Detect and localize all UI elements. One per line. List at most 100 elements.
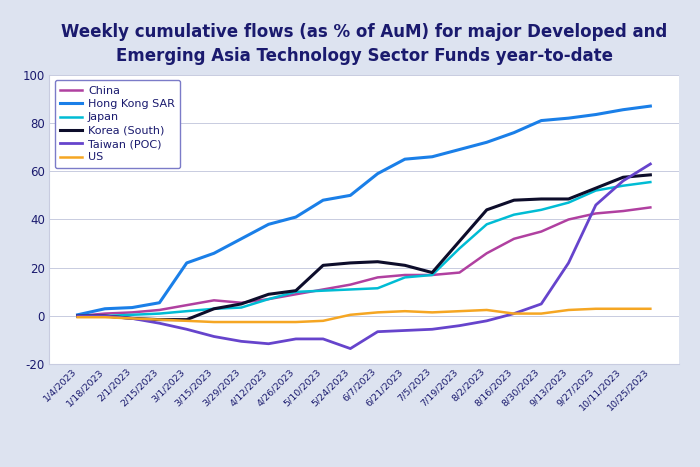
Taiwan (POC) [428, 326, 436, 332]
Hong Kong SAR [373, 171, 382, 177]
China [646, 205, 654, 210]
Taiwan (POC) [400, 328, 409, 333]
US [346, 312, 355, 318]
Korea (South) [74, 313, 82, 319]
Taiwan (POC) [510, 311, 518, 317]
Korea (South) [428, 270, 436, 276]
Hong Kong SAR [564, 115, 573, 121]
US [564, 307, 573, 313]
Japan [646, 179, 654, 185]
Taiwan (POC) [319, 336, 328, 342]
US [619, 306, 627, 311]
Hong Kong SAR [537, 118, 545, 123]
Hong Kong SAR [346, 192, 355, 198]
Japan [74, 313, 82, 319]
Hong Kong SAR [128, 305, 136, 311]
US [155, 317, 164, 322]
Korea (South) [646, 172, 654, 177]
Korea (South) [592, 185, 600, 191]
Japan [592, 188, 600, 193]
US [128, 316, 136, 321]
Hong Kong SAR [155, 300, 164, 305]
China [455, 270, 463, 276]
China [74, 313, 82, 319]
Japan [155, 311, 164, 317]
US [373, 310, 382, 315]
Japan [455, 246, 463, 251]
Japan [482, 221, 491, 227]
Korea (South) [482, 207, 491, 212]
US [510, 311, 518, 317]
Taiwan (POC) [592, 202, 600, 208]
Hong Kong SAR [74, 312, 82, 318]
Korea (South) [292, 288, 300, 293]
China [346, 282, 355, 288]
China [155, 307, 164, 313]
Korea (South) [537, 196, 545, 202]
Title: Weekly cumulative flows (as % of AuM) for major Developed and
Emerging Asia Tech: Weekly cumulative flows (as % of AuM) fo… [61, 23, 667, 65]
Japan [210, 306, 218, 311]
China [292, 291, 300, 297]
Line: China: China [78, 207, 650, 316]
Korea (South) [319, 262, 328, 268]
China [400, 272, 409, 278]
Line: US: US [78, 309, 650, 322]
US [537, 311, 545, 317]
Korea (South) [210, 306, 218, 311]
Line: Korea (South): Korea (South) [78, 175, 650, 319]
Hong Kong SAR [428, 154, 436, 160]
US [183, 318, 191, 324]
China [564, 217, 573, 222]
Japan [537, 207, 545, 212]
Hong Kong SAR [237, 236, 246, 241]
Korea (South) [619, 175, 627, 180]
Korea (South) [510, 198, 518, 203]
Line: Hong Kong SAR: Hong Kong SAR [78, 106, 650, 315]
US [265, 319, 273, 325]
US [210, 319, 218, 325]
Taiwan (POC) [373, 329, 382, 334]
China [482, 250, 491, 256]
Legend: China, Hong Kong SAR, Japan, Korea (South), Taiwan (POC), US: China, Hong Kong SAR, Japan, Korea (Sout… [55, 80, 181, 168]
US [74, 314, 82, 320]
Hong Kong SAR [482, 140, 491, 145]
US [592, 306, 600, 311]
China [101, 311, 109, 317]
China [592, 211, 600, 216]
Taiwan (POC) [237, 339, 246, 344]
Taiwan (POC) [346, 346, 355, 351]
Hong Kong SAR [183, 260, 191, 266]
US [482, 307, 491, 313]
Japan [564, 200, 573, 205]
Taiwan (POC) [455, 323, 463, 328]
Taiwan (POC) [619, 178, 627, 184]
Taiwan (POC) [183, 326, 191, 332]
Japan [428, 272, 436, 278]
Taiwan (POC) [265, 341, 273, 347]
Hong Kong SAR [210, 250, 218, 256]
Japan [510, 212, 518, 218]
China [128, 310, 136, 315]
Japan [373, 285, 382, 291]
Japan [128, 312, 136, 318]
Korea (South) [400, 262, 409, 268]
Japan [292, 289, 300, 295]
Taiwan (POC) [537, 301, 545, 307]
Hong Kong SAR [265, 221, 273, 227]
Japan [237, 305, 246, 311]
Japan [619, 183, 627, 189]
Hong Kong SAR [619, 107, 627, 113]
Taiwan (POC) [210, 334, 218, 340]
China [510, 236, 518, 241]
Korea (South) [101, 313, 109, 319]
Taiwan (POC) [646, 161, 654, 167]
China [183, 302, 191, 308]
Hong Kong SAR [400, 156, 409, 162]
Hong Kong SAR [101, 306, 109, 311]
China [265, 297, 273, 302]
Korea (South) [564, 196, 573, 202]
Japan [400, 275, 409, 280]
Hong Kong SAR [319, 198, 328, 203]
US [400, 308, 409, 314]
China [537, 229, 545, 234]
